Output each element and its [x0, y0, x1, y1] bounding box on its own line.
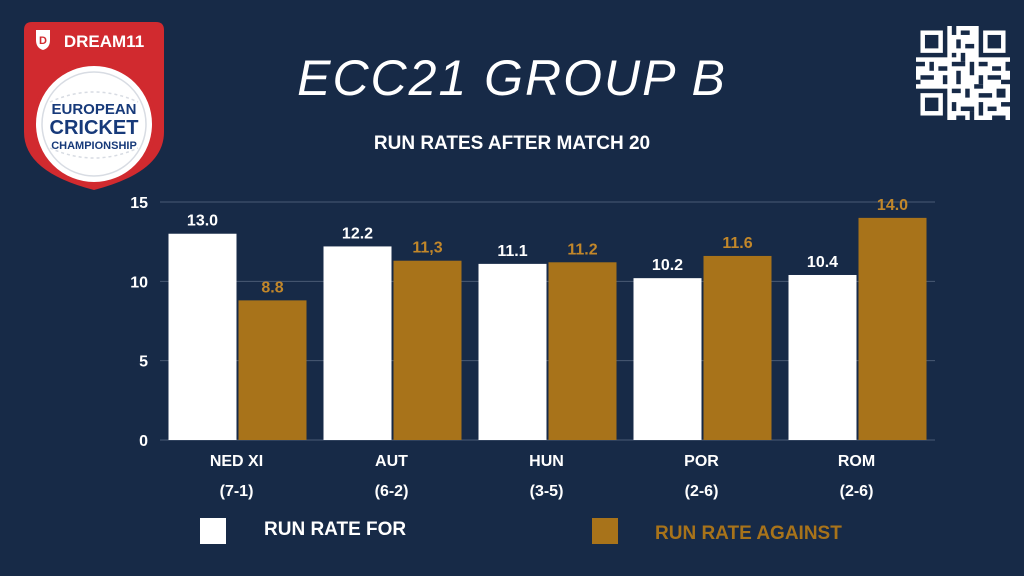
y-tick-label: 15	[130, 195, 148, 212]
bar-run-rate-against	[858, 217, 927, 440]
dream11-shield-icon: D	[36, 30, 50, 50]
logo-line3: CHAMPIONSHIP	[51, 140, 137, 152]
data-label-run-rate-for: 10.4	[807, 254, 838, 271]
page-title: ECC21 GROUP B	[297, 50, 727, 106]
legend-swatch-run-rate-for	[200, 518, 226, 544]
bars	[168, 217, 927, 440]
y-tick-label: 10	[130, 274, 148, 291]
legend-label-run-rate-for: RUN RATE FOR	[264, 519, 407, 540]
y-tick-label: 0	[139, 433, 148, 450]
data-label-run-rate-against: 8.8	[261, 279, 283, 296]
bar-run-rate-for	[633, 278, 702, 440]
x-category-label: ROM	[838, 453, 875, 470]
bar-run-rate-against	[548, 262, 617, 440]
x-category-label: NED XI	[210, 453, 263, 470]
legend-swatch-run-rate-against	[592, 518, 618, 544]
x-category-record: (6-2)	[375, 483, 409, 500]
x-category-record: (2-6)	[840, 483, 874, 500]
logo-brand: DREAM11	[64, 32, 144, 51]
data-label-run-rate-against: 11.2	[567, 241, 597, 258]
axis-labels: 0 5 10 15 NED XI (7-1) AUT (6-2) HUN (3-5) POR (2-6…	[130, 195, 875, 500]
bar-run-rate-against	[393, 260, 462, 440]
x-category-record: (2-6)	[685, 483, 719, 500]
x-category-record: (7-1)	[220, 483, 254, 500]
qr-code-icon	[916, 26, 1010, 120]
chart-subtitle: RUN RATES AFTER MATCH 20	[373, 133, 651, 154]
bar-run-rate-for	[323, 246, 392, 440]
data-labels: 13.0 8.8 12.2 11,3 11.1 11.2 10.2 11.6 10.4 14.0	[187, 197, 908, 297]
data-label-run-rate-for: 11.1	[497, 243, 527, 260]
bar-run-rate-against	[238, 300, 307, 440]
european-cricket-championship-logo: D DREAM11 EUROPEAN CRICKET CHAMPIONSHIP	[24, 22, 164, 190]
bar-run-rate-against	[703, 255, 772, 440]
x-category-label: POR	[684, 453, 719, 470]
logo-line2: CRICKET	[50, 117, 139, 139]
data-label-run-rate-for: 10.2	[652, 257, 683, 274]
y-tick-label: 5	[139, 354, 148, 371]
x-category-label: HUN	[529, 453, 564, 470]
logo-line1: EUROPEAN	[51, 101, 136, 118]
svg-text:D: D	[39, 35, 47, 47]
x-category-label: AUT	[375, 453, 408, 470]
bar-run-rate-for	[478, 263, 547, 440]
data-label-run-rate-for: 13.0	[187, 213, 218, 230]
data-label-run-rate-against: 14.0	[877, 197, 908, 214]
data-label-run-rate-against: 11,3	[412, 240, 442, 257]
data-label-run-rate-against: 11.6	[722, 235, 752, 252]
data-label-run-rate-for: 12.2	[342, 225, 373, 242]
bar-run-rate-for	[168, 233, 237, 440]
legend-label-run-rate-against: RUN RATE AGAINST	[655, 523, 842, 544]
x-category-record: (3-5)	[530, 483, 564, 500]
bar-run-rate-for	[788, 274, 857, 440]
